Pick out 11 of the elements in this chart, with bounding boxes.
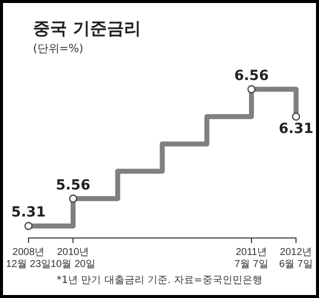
chart-title: 중국 기준금리	[33, 18, 141, 40]
data-label: 6.31	[278, 121, 314, 138]
chart-subtitle: (단위=%)	[33, 41, 84, 56]
x-tick-label: 2008년 12월 23일	[6, 246, 52, 270]
data-label: 6.56	[234, 68, 269, 84]
x-tick-label: 2011년 7월 7일	[234, 246, 268, 270]
text: *1년 만기 대출금리 기준. 자료=중국인민은행	[56, 274, 264, 287]
data-label: 5.56	[56, 177, 90, 194]
x-tick-label: 2012년 6월 7일	[279, 246, 313, 270]
x-tick-label: 2010년 10월 20일	[50, 246, 96, 270]
data-label: 5.31	[11, 204, 46, 221]
